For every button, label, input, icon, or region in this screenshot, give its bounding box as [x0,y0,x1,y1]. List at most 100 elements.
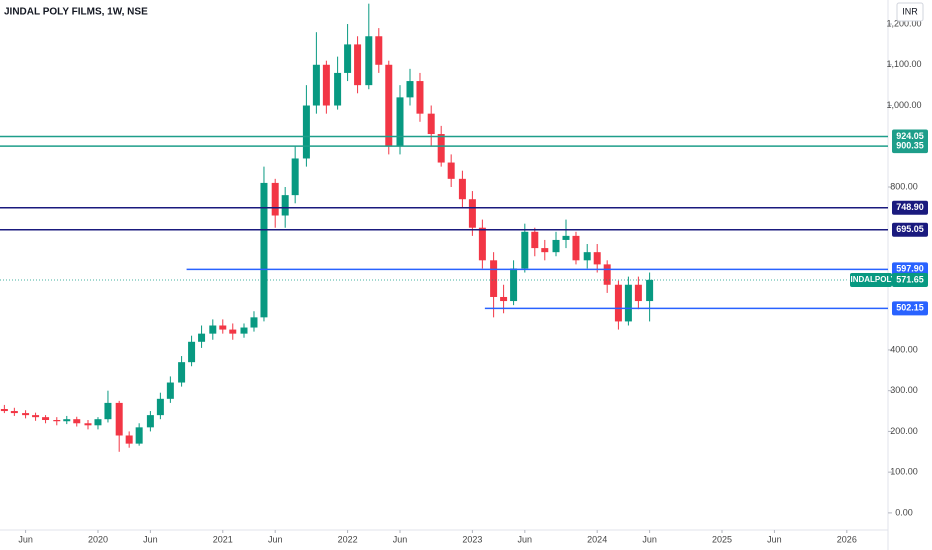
candle-body [468,199,476,228]
level-label-box [892,222,928,237]
candle-body [94,419,102,426]
x-tick-label: Jun [393,534,408,544]
candle-body [291,158,299,196]
y-tick-label: 300.00 [890,385,918,395]
level-label: 924.05 [896,131,924,141]
candle-body [250,317,258,328]
candle-body [375,36,383,65]
x-tick-label: Jun [18,534,33,544]
x-tick-label: 2020 [88,534,108,544]
candle-body [458,178,466,200]
candle-body [32,415,40,418]
x-tick-label: Jun [518,534,533,544]
level-label-box [892,200,928,215]
x-tick-label: Jun [767,534,782,544]
x-tick-label: Jun [642,534,657,544]
candle-body [42,417,50,421]
y-tick-label: 400.00 [890,344,918,354]
candle-body [437,134,445,163]
candle-body [490,260,498,297]
candle-body [646,279,654,302]
symbol-box [850,273,892,288]
candle-body [344,44,352,73]
level-label-box [892,301,928,316]
candle-body [385,64,393,147]
y-tick-label: 100.00 [890,467,918,477]
level-label: 695.05 [896,224,924,234]
chart-title: JINDAL POLY FILMS, 1W, NSE [4,7,148,18]
candle-body [10,411,18,414]
candle-body [188,341,196,363]
plot: 0.00 100.00 200.00 300.00 400.00 800.00 1,000.… [0,3,922,544]
candle-body [260,182,268,318]
candle-body [53,420,61,422]
candle-body [302,105,310,159]
candle-body [593,252,601,265]
x-tick-label: 2021 [213,534,233,544]
y-tick-label: 800.00 [890,181,918,191]
candle-body [166,382,174,399]
candle-body [240,327,248,334]
y-tick-label: 1,200.00 [886,18,921,28]
candle-body [562,235,570,240]
candle-body [63,419,71,422]
x-tick-label: 2023 [462,534,482,544]
x-tick-label: 2025 [712,534,732,544]
candle-body [365,36,373,86]
candle-body [416,81,424,114]
candle-body [229,329,237,334]
candle-body [125,435,133,444]
candle-body [219,325,227,330]
level-label: 502.15 [896,303,924,313]
candle-body [603,264,611,285]
level-label: 900.35 [896,140,924,150]
candle-body [478,227,486,261]
last-price-box [892,273,928,288]
candle-body [104,402,112,420]
candle-body [73,419,81,424]
candle-body [156,398,164,416]
x-tick-label: Jun [268,534,283,544]
level-label: 748.90 [896,202,924,212]
level-label-box [892,262,928,277]
candle-body [281,195,289,216]
candle-body [209,325,217,334]
candle-body [510,268,518,302]
candle-body [115,402,123,436]
x-tick-label: 2022 [338,534,358,544]
level-label-box [892,139,928,154]
candle-body [614,284,622,322]
y-tick-label: 200.00 [890,426,918,436]
candle-body [354,44,362,86]
x-tick-label: 2024 [587,534,607,544]
candle-body [198,333,206,342]
candle-body [624,284,632,322]
symbol-label: JINDALPOLY [846,275,897,284]
currency-box[interactable] [896,2,924,22]
y-tick-label: 0.00 [895,507,913,517]
level-label: 597.90 [896,264,924,274]
y-tick-label: 1,100.00 [886,59,921,69]
candle-body [312,64,320,106]
candle-body [334,72,342,106]
candle-body [271,182,279,216]
candle-body [396,97,404,147]
candle-body [541,248,549,253]
candle-body [427,113,435,135]
candle-body [531,231,539,249]
candle-body [583,252,591,261]
candle-body [406,81,414,98]
y-tick-label: 1,000.00 [886,100,921,110]
currency: INR [902,6,918,16]
candle-body [178,362,186,383]
candle-body [322,64,330,106]
candle-body [500,296,508,302]
candle-body [135,427,143,444]
candle-body [22,413,30,416]
candle-body [572,235,580,261]
x-tick-label: 2026 [837,534,857,544]
candle-body [521,231,529,269]
